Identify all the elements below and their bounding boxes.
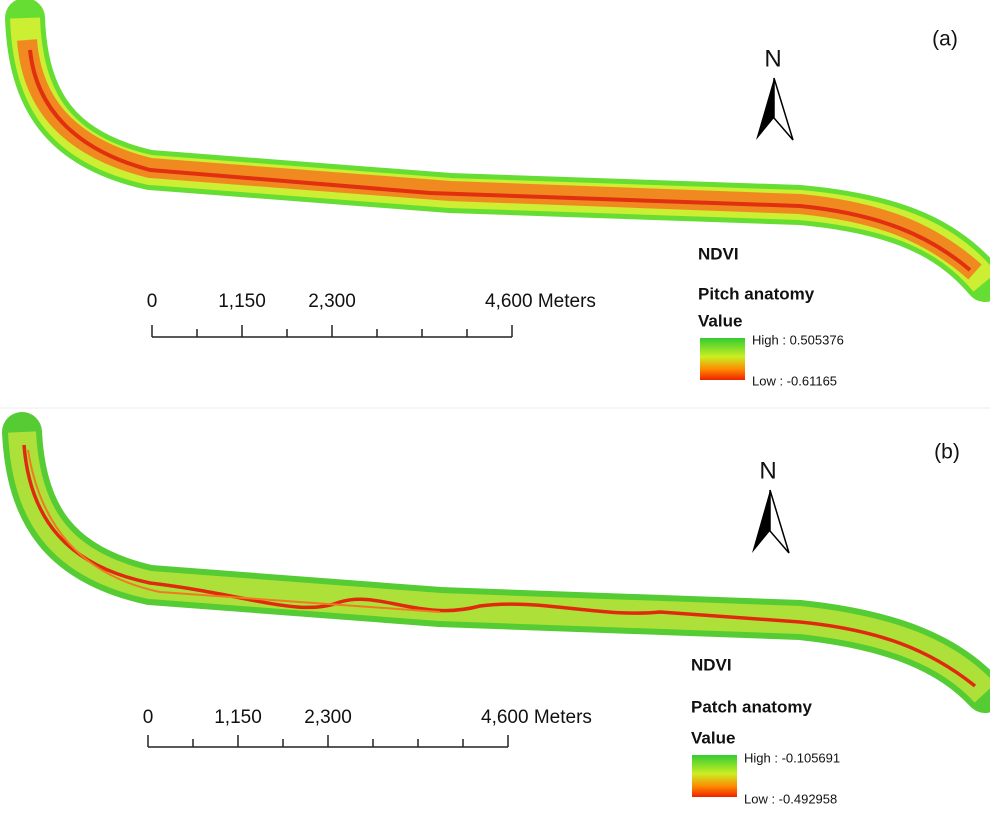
color-ramp [692, 755, 737, 797]
legend-title: NDVI [698, 244, 739, 263]
scale-label: 2,300 [308, 291, 356, 312]
north-label: N [759, 457, 776, 484]
legend-subtitle: Patch anatomy [691, 697, 812, 716]
panel-b: (b) N 0 1,150 2,300 4,600 Meters NDVI Pa… [2, 412, 990, 806]
scale-label: 0 [147, 291, 158, 312]
legend-subtitle: Pitch anatomy [698, 284, 815, 303]
panel-a: (a) N 0 1,150 2,300 4,600 Meters NDVI Pi… [5, 0, 990, 388]
scale-label: 1,150 [218, 291, 266, 312]
legend-high: High : 0.505376 [752, 332, 844, 347]
legend-field: Value [691, 728, 735, 747]
scale-label: 0 [143, 707, 154, 728]
north-arrow [756, 77, 794, 141]
scale-bar [151, 325, 513, 338]
panel-label: (a) [932, 28, 958, 51]
scale-label: 4,600 Meters [485, 291, 596, 312]
legend-field: Value [698, 311, 742, 330]
scale-label: 2,300 [304, 707, 352, 728]
legend-low: Low : -0.61165 [752, 373, 837, 388]
legend-high: High : -0.105691 [744, 750, 840, 765]
scale-label: 1,150 [214, 707, 262, 728]
scale-bar [147, 735, 509, 748]
panel-label: (b) [934, 441, 960, 464]
color-ramp [700, 338, 745, 380]
scale-label: 4,600 Meters [481, 707, 592, 728]
north-arrow [752, 489, 790, 554]
legend-low: Low : -0.492958 [744, 791, 837, 806]
north-label: N [764, 45, 781, 72]
river-map [2, 412, 990, 713]
legend-title: NDVI [691, 655, 732, 674]
river-map [5, 0, 990, 302]
